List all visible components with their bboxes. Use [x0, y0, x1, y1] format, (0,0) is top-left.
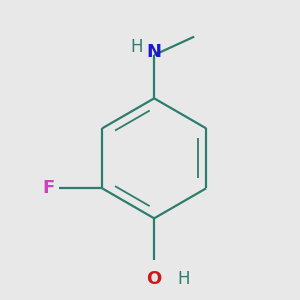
Text: H: H	[130, 38, 142, 56]
Text: O: O	[146, 270, 162, 288]
Text: N: N	[147, 43, 162, 61]
Text: F: F	[43, 179, 55, 197]
Text: H: H	[178, 270, 190, 288]
